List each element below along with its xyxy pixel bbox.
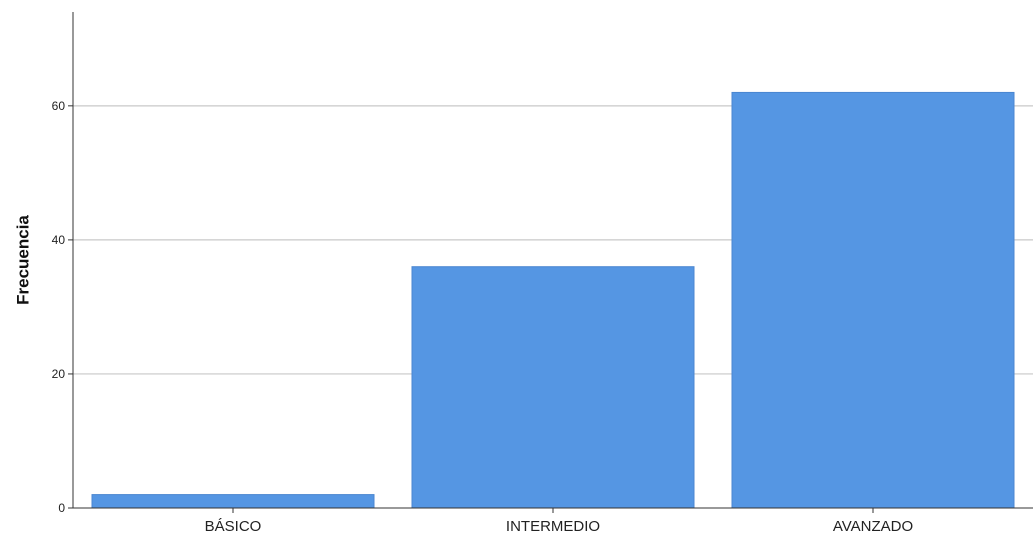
x-tick-label: INTERMEDIO xyxy=(506,518,600,535)
y-tick-label: 20 xyxy=(52,367,66,381)
bars xyxy=(91,91,1015,509)
bar-básico xyxy=(91,494,375,509)
bar-intermedio xyxy=(411,266,695,509)
y-tick-label: 40 xyxy=(52,233,66,247)
x-tick-label: BÁSICO xyxy=(205,518,262,535)
y-tick-label: 60 xyxy=(52,99,66,113)
y-axis-title: Frecuencia xyxy=(13,215,32,305)
y-tick-label: 0 xyxy=(58,501,65,515)
bar-avanzado xyxy=(731,91,1015,509)
x-tick-label: AVANZADO xyxy=(833,518,913,535)
y-tick-labels: 0 20 40 60 xyxy=(52,99,66,515)
x-tick-labels: BÁSICO INTERMEDIO AVANZADO xyxy=(205,508,913,535)
